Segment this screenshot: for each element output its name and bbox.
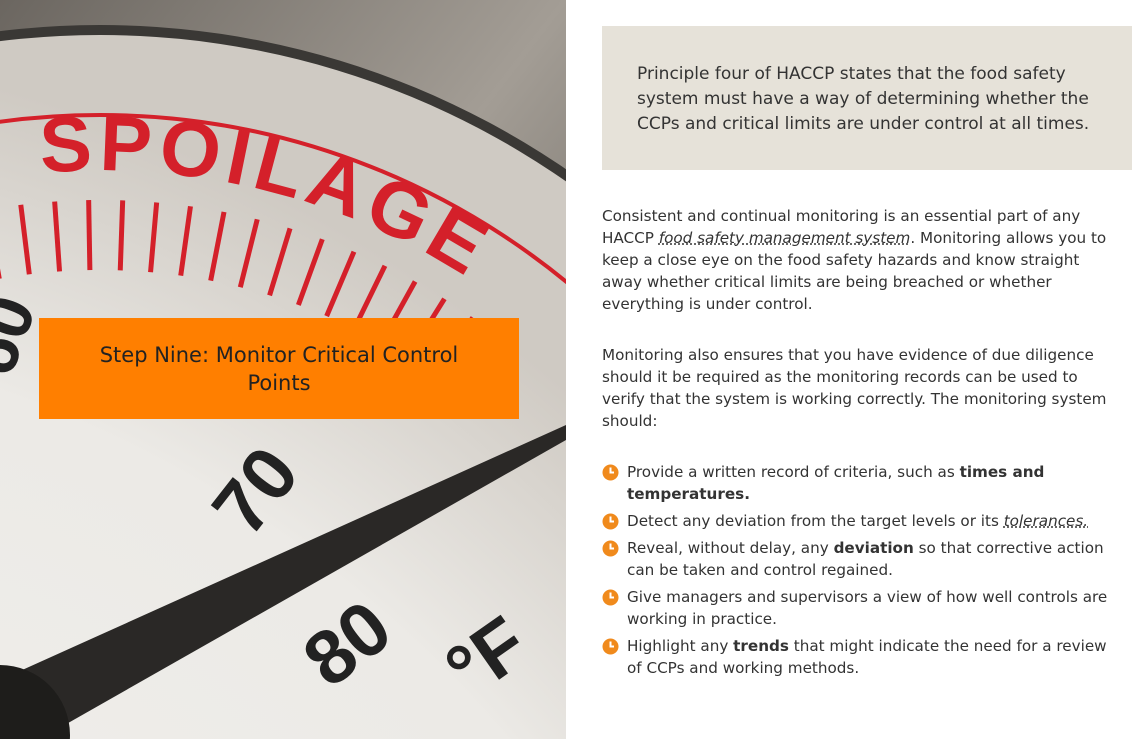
bullet-item: Give managers and supervisors a view of … xyxy=(602,586,1117,630)
bullet-list: Provide a written record of criteria, su… xyxy=(602,461,1117,679)
clock-icon xyxy=(602,589,619,606)
text: Reveal, without delay, any xyxy=(627,539,834,557)
bold-text: trends xyxy=(733,637,789,655)
step-title: Step Nine: Monitor Critical Control Poin… xyxy=(99,342,459,395)
text: . Monitoring allows you to keep a close … xyxy=(602,229,1107,313)
dial-tick xyxy=(18,204,32,275)
bullet-item: Detect any deviation from the target lev… xyxy=(602,510,1117,532)
step-banner: Step Nine: Monitor Critical Control Poin… xyxy=(39,318,519,419)
dial-tick xyxy=(148,202,160,273)
text: Provide a written record of criteria, su… xyxy=(627,463,960,481)
dial-tick xyxy=(296,238,325,306)
dial-tick xyxy=(267,227,293,297)
bold-text: times and temperatures. xyxy=(627,463,1045,503)
text: so that corrective action can be taken a… xyxy=(627,539,1104,579)
bullet-item: Highlight any trends that might indicate… xyxy=(602,635,1117,679)
dial-tick xyxy=(208,211,227,282)
needle-hub xyxy=(0,665,70,739)
content: Consistent and continual monitoring is a… xyxy=(602,205,1117,684)
dial-tick xyxy=(117,200,126,271)
paragraph: Consistent and continual monitoring is a… xyxy=(602,205,1117,315)
bold-text: deviation xyxy=(833,539,914,557)
bullet-item: Provide a written record of criteria, su… xyxy=(602,461,1117,505)
text: that might indicate the need for a revie… xyxy=(627,637,1107,677)
paragraph: Monitoring also ensures that you have ev… xyxy=(602,344,1117,432)
red-arc xyxy=(0,113,566,285)
glossary-link[interactable]: tolerances. xyxy=(1003,512,1089,530)
dial-tick xyxy=(237,218,260,288)
paragraphs: Consistent and continual monitoring is a… xyxy=(602,205,1117,432)
glossary-link[interactable]: food safety management system xyxy=(658,229,911,247)
clock-icon xyxy=(602,464,619,481)
clock-icon xyxy=(602,638,619,655)
dial-tick xyxy=(86,200,93,271)
dial-tick xyxy=(324,250,357,318)
clock-icon xyxy=(602,540,619,557)
text: Give managers and supervisors a view of … xyxy=(627,588,1108,628)
needle xyxy=(0,425,566,739)
text: Detect any deviation from the target lev… xyxy=(627,512,1004,530)
callout: Principle four of HACCP states that the … xyxy=(602,26,1132,170)
bullet-item: Reveal, without delay, any deviation so … xyxy=(602,537,1117,581)
text: Monitoring also ensures that you have ev… xyxy=(602,346,1107,430)
text: Highlight any xyxy=(627,637,734,655)
text: Consistent and continual monitoring is a… xyxy=(602,207,1081,247)
clock-icon xyxy=(602,513,619,530)
dial-tick xyxy=(52,201,63,272)
callout-text: Principle four of HACCP states that the … xyxy=(637,64,1090,134)
dial-tick xyxy=(178,205,193,276)
